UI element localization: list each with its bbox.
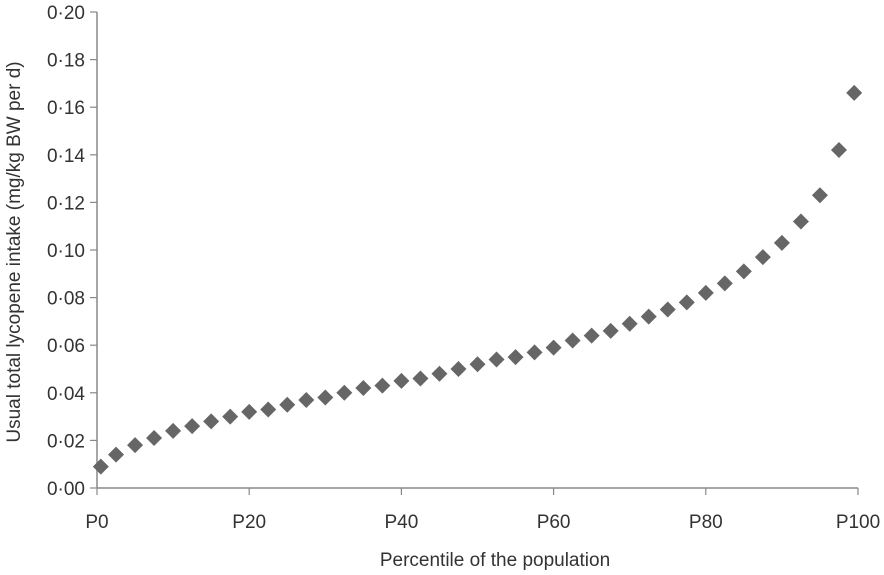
data-point-diamond [355, 380, 372, 397]
data-point-diamond [735, 263, 752, 280]
data-point-diamond [92, 458, 109, 475]
data-point-diamond [374, 377, 391, 394]
data-point-diamond [811, 187, 828, 204]
data-point-diamond [830, 142, 847, 159]
y-tick-label: 0·04 [47, 384, 85, 405]
y-tick-label: 0·02 [47, 431, 85, 452]
data-points [92, 84, 863, 475]
data-point-diamond [697, 284, 714, 301]
y-tick-label: 0·16 [47, 98, 85, 119]
y-tick-label: 0·08 [47, 289, 85, 310]
data-point-diamond [260, 401, 277, 418]
y-tick-label: 0·06 [47, 336, 85, 357]
data-point-diamond [545, 339, 562, 356]
data-point-diamond [412, 370, 429, 387]
y-tick-label: 0·20 [47, 3, 85, 24]
data-point-diamond [203, 413, 220, 430]
y-tick-label: 0·12 [47, 193, 85, 214]
y-tick-label: 0·00 [47, 479, 85, 500]
x-tick-label: P20 [232, 512, 266, 533]
data-point-diamond [298, 391, 315, 408]
data-point-diamond [393, 372, 410, 389]
x-tick-label: P0 [85, 512, 108, 533]
data-point-diamond [317, 389, 334, 406]
data-point-diamond [678, 294, 695, 311]
y-tick-label: 0·10 [47, 241, 85, 262]
x-tick-label: P60 [537, 512, 571, 533]
data-point-diamond [127, 437, 144, 454]
chart-axes: 0·00 0·02 0·04 0·06 0·08 0·10 0·12 0·14 0·16 0·18… [47, 3, 880, 533]
data-point-diamond [336, 384, 353, 401]
data-point-diamond [716, 275, 733, 292]
data-point-diamond [792, 213, 809, 230]
x-axis-title: Percentile of the population [380, 550, 610, 571]
data-point-diamond [108, 446, 125, 463]
data-point-diamond [640, 308, 657, 325]
data-point-diamond [659, 301, 676, 318]
data-point-diamond [507, 349, 524, 366]
x-tick-label: P100 [836, 512, 880, 533]
data-point-diamond [773, 234, 790, 251]
data-point-diamond [450, 361, 467, 377]
data-point-diamond [621, 315, 638, 332]
x-tick-label: P80 [689, 512, 723, 533]
data-point-diamond [564, 332, 581, 349]
data-point-diamond [583, 327, 600, 344]
data-point-diamond [488, 351, 505, 368]
data-point-diamond [754, 249, 771, 266]
data-point-diamond [165, 422, 182, 439]
y-axis-title: Usual total lycopene intake (mg/kg BW pe… [4, 61, 25, 442]
x-tick-label: P40 [384, 512, 418, 533]
data-point-diamond [184, 418, 201, 435]
data-point-diamond [431, 365, 448, 382]
data-point-diamond [279, 396, 296, 413]
data-point-diamond [469, 356, 486, 373]
y-tick-label: 0·18 [47, 51, 85, 72]
y-tick-label: 0·14 [47, 146, 85, 167]
data-point-diamond [241, 403, 258, 420]
data-point-diamond [526, 344, 543, 361]
data-point-diamond [846, 84, 863, 101]
data-point-diamond [602, 322, 619, 339]
data-point-diamond [146, 430, 163, 447]
data-point-diamond [222, 408, 239, 425]
